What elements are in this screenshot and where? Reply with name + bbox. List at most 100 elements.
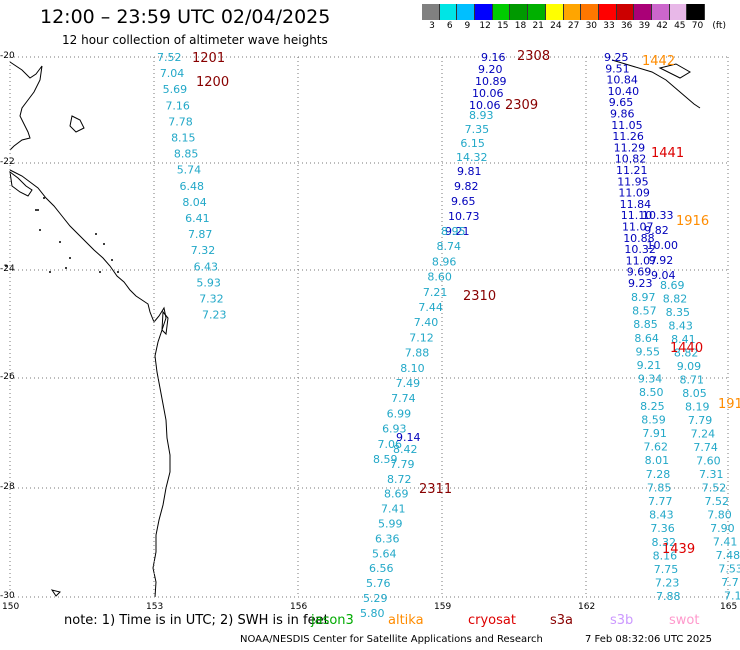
pass-number-label: 1442 — [642, 54, 675, 69]
wave-height-value: 6.99 — [387, 407, 412, 420]
footer-note: note: 1) Time is in UTC; 2) SWH is in fe… — [64, 613, 329, 628]
color-scale-tick: 27 — [567, 21, 580, 31]
pass-number-label: 1201 — [192, 51, 225, 66]
wave-height-value: 7.35 — [465, 123, 490, 136]
wave-height-value: 9.23 — [628, 277, 653, 290]
color-scale-swatch — [634, 4, 652, 20]
wave-height-value: 11.84 — [620, 198, 652, 211]
wave-height-value: 8.60 — [427, 271, 452, 284]
wave-height-value: 8.93 — [469, 109, 494, 122]
wave-height-value: 7.52 — [705, 495, 730, 508]
color-scale-swatch — [651, 4, 670, 20]
wave-height-value: 7.53 — [718, 563, 740, 576]
reef-dot — [5, 265, 7, 267]
wave-height-value: 8.82 — [663, 293, 688, 306]
page-title: 12:00 – 23:59 UTC 02/04/2025 — [40, 6, 331, 28]
wave-height-value: 8.19 — [685, 401, 710, 414]
wave-height-value: 8.32 — [651, 536, 676, 549]
wave-height-value: 8.01 — [645, 454, 670, 467]
wave-height-value: 7.41 — [381, 503, 406, 516]
wave-height-value: 8.95 — [441, 225, 466, 238]
color-scale-swatch — [687, 4, 705, 20]
wave-height-value: 7.88 — [656, 590, 681, 603]
longitude-tick-label: 159 — [434, 602, 452, 612]
wave-height-value: 7.28 — [646, 468, 671, 481]
wave-height-value: 8.96 — [432, 255, 457, 268]
wave-height-value: 9.55 — [636, 345, 661, 358]
pass-number-label: 2310 — [463, 289, 496, 304]
color-scale-tick: 24 — [550, 21, 562, 31]
wave-height-value: 11.09 — [618, 187, 650, 200]
color-scale-swatch — [598, 4, 617, 20]
wave-height-value: 8.04 — [182, 196, 207, 209]
color-scale-swatch — [545, 4, 564, 20]
wave-height-value: 8.85 — [174, 148, 199, 161]
wave-height-value: 10.06 — [469, 99, 501, 112]
color-scale-swatch — [422, 4, 440, 20]
wave-height-value: 8.41 — [671, 333, 696, 346]
wave-height-value: 7.32 — [191, 244, 216, 257]
longitude-tick-label: 156 — [290, 602, 308, 612]
color-scale-tick: 30 — [585, 21, 598, 31]
color-scale-unit: (ft) — [712, 21, 726, 31]
wave-height-value: 9.69 — [627, 266, 652, 279]
color-scale-swatch — [439, 4, 458, 20]
wave-height-value: 7.44 — [418, 301, 443, 314]
wave-height-value: 7.52 — [157, 51, 182, 64]
color-scale-tick: 15 — [497, 21, 509, 31]
wave-height-value: 10.89 — [475, 75, 507, 88]
wave-height-value: 8.05 — [682, 387, 707, 400]
color-scale-swatch — [475, 4, 493, 20]
wave-height-value: 5.29 — [363, 592, 388, 605]
wave-height-value: 7.49 — [396, 377, 421, 390]
reef-dot — [117, 271, 119, 273]
wave-height-value: 11.95 — [617, 175, 649, 188]
pass-number-label: 1916 — [676, 214, 709, 229]
wave-height-value: 7.24 — [691, 428, 716, 441]
wave-height-value: 8.43 — [649, 509, 674, 522]
australia-coastline — [9, 169, 171, 598]
wave-height-value: 10.06 — [472, 87, 504, 100]
color-scale-tick: 18 — [514, 21, 527, 31]
wave-height-value: 7.87 — [188, 228, 213, 241]
wave-height-value: 7.40 — [414, 316, 439, 329]
wave-height-value: 9.34 — [638, 373, 663, 386]
wave-height-value: 5.76 — [366, 577, 391, 590]
color-scale-tick: 39 — [638, 21, 651, 31]
wave-height-value: 7.91 — [642, 427, 667, 440]
wave-height-value: 9.14 — [396, 431, 421, 444]
wave-height-value: 8.59 — [373, 453, 398, 466]
wave-height-value: 7.78 — [168, 115, 193, 128]
color-scale-tick: 3 — [429, 21, 435, 31]
color-scale-tick: 70 — [691, 21, 704, 31]
longitude-tick-label: 150 — [2, 602, 20, 612]
satellite-legend-swot: swot — [669, 613, 700, 628]
color-scale-swatch — [581, 4, 599, 20]
reef-dot — [43, 197, 45, 199]
color-scale-swatch — [616, 4, 635, 20]
wave-height-value: 11.05 — [611, 119, 643, 132]
wave-height-value: 8.69 — [660, 279, 685, 292]
wave-height-value: 10.32 — [624, 243, 656, 256]
satellite-legend-s3b: s3b — [610, 613, 634, 628]
wave-height-value: 7.75 — [654, 563, 679, 576]
latitude-tick-label: -28 — [0, 482, 15, 492]
reef-dot — [99, 271, 101, 273]
wave-height-value: 8.97 — [631, 291, 656, 304]
wave-height-value: 8.59 — [641, 413, 666, 426]
wave-height-value: 6.48 — [180, 180, 205, 193]
color-scale-tick: 9 — [464, 21, 471, 31]
wave-height-value: 8.82 — [674, 347, 699, 360]
island-outline — [69, 115, 85, 133]
wave-height-value: 6.56 — [369, 562, 394, 575]
wave-height-value: 9.04 — [651, 269, 676, 282]
wave-height-value: 7.04 — [160, 67, 185, 80]
pass-number-label: 1440 — [670, 341, 703, 356]
wave-height-value: 8.50 — [639, 386, 664, 399]
pass-number-label: 2308 — [517, 49, 550, 64]
island-outline — [658, 63, 691, 79]
altimeter-tracks: 7.52 7.04 5.69 7.16 7.78 8.15 8.85 5.74 6.48 8.04… — [157, 51, 740, 620]
wave-height-value: 10.00 — [647, 239, 679, 252]
reef-dot — [37, 209, 39, 211]
